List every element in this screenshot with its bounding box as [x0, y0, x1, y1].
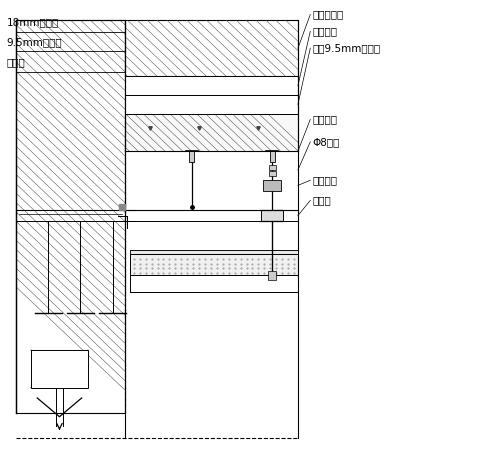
Bar — [130, 254, 298, 275]
Text: 9.5mm石膏板: 9.5mm石膏板 — [199, 279, 254, 289]
Bar — [268, 271, 276, 280]
Text: 主龙骨: 主龙骨 — [313, 195, 331, 205]
Text: 建筑结构层: 建筑结构层 — [313, 9, 344, 19]
Bar — [130, 250, 298, 254]
Bar — [125, 76, 298, 95]
Text: 18mm细木工板: 18mm细木工板 — [197, 259, 255, 268]
Text: 龙骨吊件: 龙骨吊件 — [313, 175, 338, 185]
Text: 轻钢龙骨: 轻钢龙骨 — [313, 26, 338, 36]
Bar — [16, 20, 125, 414]
Bar — [125, 20, 298, 76]
Bar — [31, 350, 88, 388]
Bar — [269, 171, 276, 176]
Text: 木龙骨: 木龙骨 — [6, 57, 25, 67]
Bar — [263, 180, 281, 191]
Text: 双层9.5mm石膏板: 双层9.5mm石膏板 — [313, 43, 381, 53]
Text: 9.5mm石膏板: 9.5mm石膏板 — [6, 37, 62, 47]
Bar — [125, 114, 298, 151]
Bar — [125, 95, 298, 114]
Text: Φ8吊筋: Φ8吊筋 — [313, 137, 340, 147]
Bar — [130, 275, 298, 292]
Bar — [189, 151, 194, 162]
Bar — [261, 210, 283, 221]
Text: 18mm多层板: 18mm多层板 — [6, 17, 59, 27]
Bar — [269, 165, 276, 170]
Bar — [270, 151, 275, 162]
Text: 专用吊筋: 专用吊筋 — [313, 114, 338, 124]
